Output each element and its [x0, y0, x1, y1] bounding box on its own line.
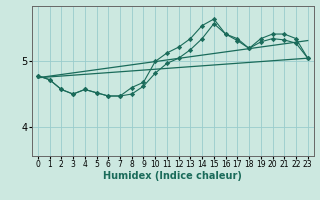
X-axis label: Humidex (Indice chaleur): Humidex (Indice chaleur)	[103, 171, 242, 181]
